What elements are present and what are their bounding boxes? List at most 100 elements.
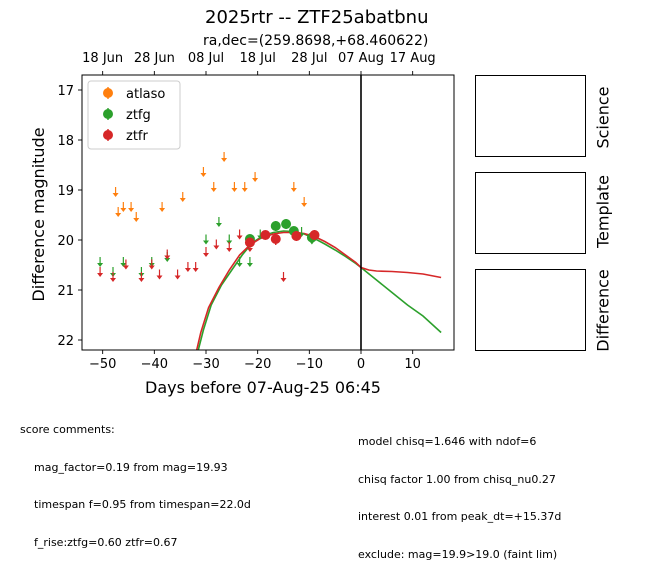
upper-limit-arrow: [236, 235, 243, 240]
top-tick-label: 07 Aug: [338, 51, 384, 66]
legend-entry-atlaso: atlaso: [103, 87, 165, 102]
x-tick-label: −20: [244, 357, 271, 372]
y-axis-label: Difference magnitude: [29, 127, 48, 301]
upper-limit-arrow: [179, 198, 186, 202]
upper-limit-arrow: [110, 278, 116, 282]
data-marker: [281, 219, 292, 229]
upper-limit-ztfg: [120, 257, 127, 267]
upper-limit-arrow: [200, 173, 207, 177]
model-curve-ztfg: [197, 230, 442, 350]
upper-limit-arrow: [184, 268, 191, 272]
data-point-ztfg: [281, 219, 292, 229]
template-panel: [475, 172, 586, 254]
upper-limit-arrow: [231, 188, 238, 192]
upper-limit-atlaso: [133, 212, 140, 222]
legend-marker: [103, 130, 113, 140]
upper-limit-arrow: [246, 263, 253, 267]
upper-limit-ztfr: [164, 249, 171, 260]
upper-limit-atlaso: [115, 207, 122, 217]
top-tick-label: 08 Jul: [188, 51, 224, 66]
upper-limit-ztfg: [203, 234, 209, 245]
top-tick-label: 28 Jun: [134, 51, 175, 66]
upper-limit-arrow: [120, 208, 127, 212]
legend-entry-ztfg: ztfg: [103, 108, 151, 123]
upper-limit-arrow: [112, 193, 119, 197]
legend-entry-ztfr: ztfr: [103, 129, 148, 144]
top-tick-label: 17 Aug: [390, 51, 436, 66]
upper-limit-atlaso: [252, 172, 259, 182]
upper-limit-arrow: [164, 255, 171, 260]
upper-limit-arrow: [221, 158, 228, 162]
upper-limit-ztfr: [148, 259, 155, 270]
difference-panel: [475, 269, 586, 351]
upper-limit-arrow: [192, 268, 199, 272]
upper-limit-ztfg: [246, 257, 253, 267]
score-line: timespan f=0.95 from timespan=22.0d: [34, 498, 251, 511]
upper-limit-arrow: [120, 263, 127, 267]
upper-limit-ztfg: [215, 217, 222, 227]
upper-limit-arrow: [97, 273, 104, 277]
plot-frame: [81, 74, 455, 351]
x-tick-label: −30: [192, 357, 219, 372]
data-marker: [260, 230, 271, 240]
upper-limit-arrow: [213, 245, 220, 250]
upper-limit-ztfr: [280, 272, 287, 282]
y-tick-label: 18: [57, 134, 74, 149]
upper-limit-atlaso: [210, 182, 217, 192]
data-marker: [270, 234, 281, 244]
top-tick-label: 18 Jul: [239, 51, 275, 66]
upper-limit-arrow: [280, 278, 287, 282]
legend-label: ztfr: [126, 129, 148, 144]
data-point-ztfr: [244, 237, 255, 248]
model-line: model chisq=1.646 with ndof=6: [358, 435, 537, 448]
upper-limit-atlaso: [290, 182, 297, 192]
upper-limit-ztfr: [226, 242, 233, 252]
difference-label: Difference: [593, 269, 613, 352]
data-point-ztfr: [291, 231, 302, 241]
upper-limit-ztfr: [138, 272, 145, 282]
model-line: interest 0.01 from peak_dt=+15.37d: [358, 510, 562, 523]
upper-limit-arrow: [115, 213, 122, 217]
data-point-ztfg: [270, 221, 281, 231]
chart-subtitle: ra,dec=(259.8698,+68.460622): [203, 33, 429, 49]
data-marker: [244, 237, 255, 248]
model-curve-ztfr: [195, 231, 442, 350]
upper-limit-arrow: [241, 188, 248, 192]
score-heading: score comments:: [20, 423, 115, 436]
upper-limit-atlaso: [112, 187, 119, 197]
upper-limit-arrow: [203, 240, 209, 245]
score-comments: score comments: mag_factor=0.19 from mag…: [20, 399, 251, 562]
upper-limit-arrow: [215, 223, 222, 227]
y-tick-label: 21: [57, 284, 74, 299]
upper-limit-ztfr: [122, 259, 129, 270]
upper-limit-arrow: [236, 263, 243, 267]
upper-limit-ztfr: [203, 247, 209, 257]
top-tick-label: 18 Jun: [82, 51, 123, 66]
upper-limit-arrow: [301, 203, 308, 207]
upper-limit-arrow: [122, 265, 129, 270]
data-point-ztfr: [260, 230, 271, 240]
upper-limit-arrow: [148, 265, 155, 270]
upper-limit-arrow: [203, 253, 209, 257]
upper-limit-arrow: [156, 275, 163, 280]
upper-limit-atlaso: [301, 197, 308, 207]
upper-limit-atlaso: [241, 182, 248, 192]
upper-limit-arrow: [290, 188, 297, 192]
chart-title: 2025rtr -- ZTF25abatbnu: [205, 7, 429, 28]
y-tick-label: 19: [57, 184, 74, 199]
x-tick-label: −50: [89, 357, 116, 372]
y-tick-label: 20: [57, 234, 74, 249]
x-tick-label: −40: [141, 357, 168, 372]
data-point-ztfr: [309, 230, 320, 240]
upper-limit-arrow: [128, 208, 135, 212]
upper-limit-atlaso: [221, 152, 228, 162]
upper-limit-arrow: [159, 208, 166, 212]
x-axis-label: Days before 07-Aug-25 06:45: [145, 378, 381, 397]
upper-limit-ztfr: [156, 269, 163, 280]
y-tick-label: 22: [57, 334, 74, 349]
science-panel: [475, 75, 586, 157]
legend-marker: [103, 109, 113, 119]
upper-limit-ztfg: [236, 257, 243, 267]
upper-limit-ztfr: [110, 272, 116, 282]
data-marker: [291, 231, 302, 241]
